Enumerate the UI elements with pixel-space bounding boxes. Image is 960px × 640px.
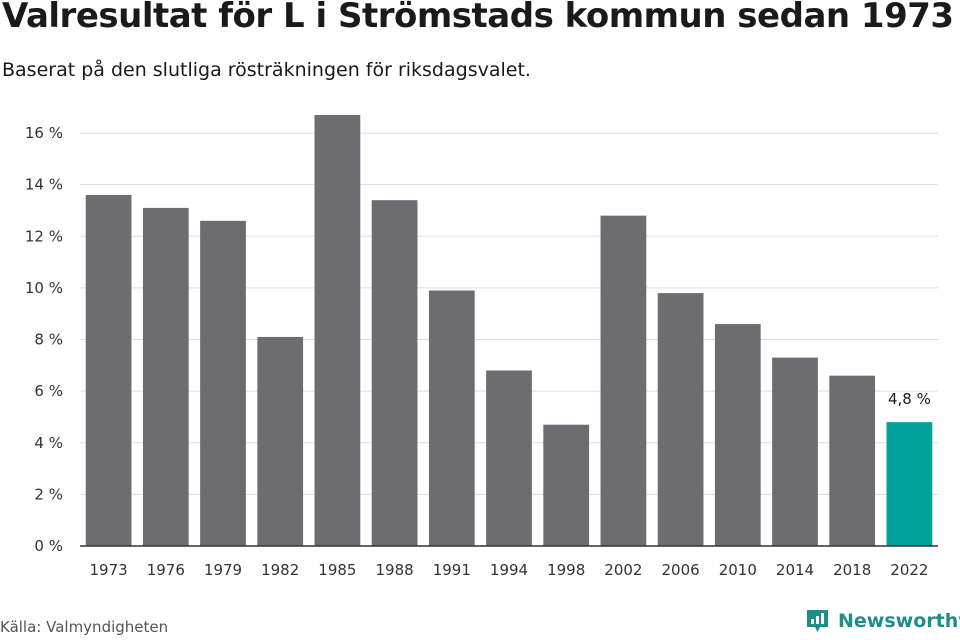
chart-subtitle: Baserat på den slutliga rösträkningen fö…	[2, 59, 531, 81]
y-tick-label: 10 %	[25, 279, 63, 297]
x-tick-label: 1973	[90, 561, 128, 579]
data-label: 4,8 %	[888, 390, 931, 408]
bar-2018	[829, 375, 876, 546]
x-tick-label: 2018	[833, 561, 871, 579]
bar-chart: 0 % 2 % 4 % 6 % 8 % 10 % 12 % 14 % 16 % 1973 1976…	[25, 115, 938, 579]
bar-2006	[657, 293, 704, 546]
x-tick-label: 2010	[719, 561, 757, 579]
bar-2014	[772, 357, 818, 546]
y-tick-label: 6 %	[34, 382, 63, 400]
y-tick-label: 16 %	[25, 124, 63, 142]
x-tick-label: 1998	[547, 561, 585, 579]
x-tick-label: 2006	[662, 561, 700, 579]
y-tick-label: 12 %	[25, 227, 63, 245]
x-tick-label: 1976	[147, 561, 185, 579]
x-tick-label: 1991	[433, 561, 471, 579]
chart-title: Valresultat för L i Strömstads kommun se…	[2, 0, 954, 36]
data-labels: 4,8 %	[888, 390, 931, 408]
brand-logo: Newsworthy	[805, 608, 960, 634]
x-tick-label: 1982	[261, 561, 299, 579]
bar-2002	[600, 215, 647, 546]
bar-1994	[486, 370, 532, 546]
x-tick-label: 2022	[890, 561, 928, 579]
bar-1982	[257, 336, 304, 546]
x-tick-label: 2002	[604, 561, 642, 579]
x-tick-label: 2014	[776, 561, 814, 579]
bar-1973	[85, 195, 132, 546]
bar-1976	[142, 207, 189, 546]
y-tick-label: 4 %	[34, 434, 63, 452]
y-tick-label: 14 %	[25, 176, 63, 194]
bar-1991	[428, 290, 475, 546]
x-tick-label: 1994	[490, 561, 528, 579]
y-tick-label: 0 %	[34, 537, 63, 555]
bar-1979	[200, 220, 246, 546]
y-axis-ticks: 0 % 2 % 4 % 6 % 8 % 10 % 12 % 14 % 16 %	[25, 124, 63, 555]
x-tick-label: 1988	[376, 561, 414, 579]
x-tick-label: 1985	[318, 561, 356, 579]
bar-2022	[886, 422, 933, 546]
x-axis-ticks: 1973 1976 1979 1982 1985 1988 1991 1994 1998 2002…	[90, 561, 929, 579]
brand-name: Newsworthy	[838, 610, 960, 632]
bar-2010	[714, 324, 761, 546]
newsworthy-logo-icon	[807, 610, 828, 632]
bar-1998	[543, 424, 590, 546]
bars	[85, 115, 933, 546]
y-tick-label: 2 %	[34, 485, 63, 503]
y-tick-label: 8 %	[34, 331, 63, 349]
x-tick-label: 1979	[204, 561, 242, 579]
bar-1985	[314, 115, 361, 546]
bar-1988	[371, 200, 418, 546]
source-note: Källa: Valmyndigheten	[0, 618, 169, 636]
